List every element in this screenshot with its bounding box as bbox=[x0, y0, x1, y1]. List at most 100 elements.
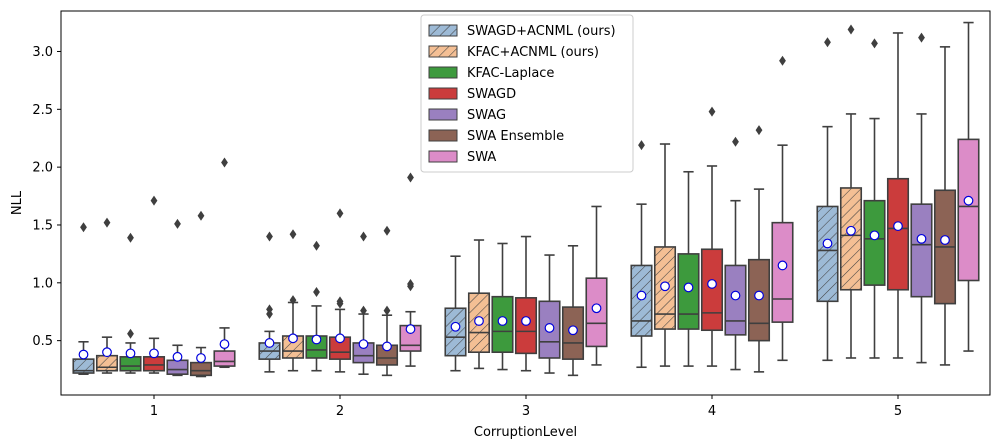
mean-marker bbox=[683, 282, 694, 293]
mean-marker bbox=[219, 339, 230, 350]
legend-label: KFAC-Laplace bbox=[467, 66, 554, 81]
legend-item: SWAGD+ACNML (ours) bbox=[428, 24, 616, 39]
outlier-point bbox=[847, 24, 855, 35]
outlier-point bbox=[266, 231, 273, 242]
outlier-point bbox=[779, 55, 786, 66]
legend-label: SWA Ensemble bbox=[467, 129, 564, 144]
outlier-point bbox=[174, 218, 181, 229]
box-swag-level-2 bbox=[352, 231, 375, 375]
box-kfac-laplace-level-5 bbox=[863, 38, 886, 359]
mean-marker bbox=[474, 316, 484, 326]
box-swa-level-4 bbox=[771, 55, 794, 362]
iqr-hatch bbox=[73, 359, 94, 374]
legend-swatch bbox=[428, 66, 458, 79]
outlier-point bbox=[360, 231, 367, 242]
box-swa-level-2 bbox=[399, 172, 422, 367]
legend: SWAGD+ACNML (ours) KFAC+ACNML (ours) KFAC-… bbox=[420, 14, 634, 173]
mean-marker bbox=[405, 324, 416, 334]
legend-swatch-hatch bbox=[429, 25, 457, 36]
legend-item: KFAC-Laplace bbox=[428, 66, 554, 81]
box-swag-level-5 bbox=[910, 32, 933, 364]
mean-marker bbox=[869, 230, 880, 241]
iqr-hatch bbox=[817, 206, 838, 302]
mean-marker bbox=[916, 233, 927, 244]
legend-item: SWA Ensemble bbox=[428, 129, 564, 144]
mean-marker bbox=[382, 341, 392, 352]
y-tick-label: 3.0 bbox=[32, 45, 53, 60]
x-tick-label: 1 bbox=[150, 404, 158, 419]
outlier-point bbox=[824, 37, 831, 48]
outlier-point bbox=[150, 195, 158, 206]
x-tick-label: 5 bbox=[894, 404, 902, 419]
iqr-box bbox=[957, 138, 980, 282]
mean-marker bbox=[78, 349, 89, 360]
box-swagd-level-4 bbox=[700, 106, 724, 367]
y-axis-label: NLL bbox=[10, 190, 25, 215]
iqr-box bbox=[166, 359, 189, 375]
outlier-point bbox=[289, 229, 297, 240]
legend-label: SWAGD+ACNML (ours) bbox=[467, 24, 616, 39]
outlier-point bbox=[708, 106, 716, 117]
iqr-box bbox=[886, 177, 910, 291]
mean-marker bbox=[777, 260, 788, 271]
mean-marker bbox=[591, 303, 602, 314]
iqr-box bbox=[189, 361, 213, 377]
mean-marker bbox=[497, 316, 508, 326]
legend-label: SWA bbox=[467, 150, 496, 165]
box-group-3 bbox=[444, 205, 608, 377]
iqr-hatch bbox=[96, 355, 118, 371]
box-swagd-acnml-ours--level-5 bbox=[816, 37, 839, 362]
legend-label: KFAC+ACNML (ours) bbox=[467, 45, 599, 60]
box-swa-ensemble-level-2 bbox=[375, 225, 399, 377]
box-group-5 bbox=[816, 21, 980, 366]
mean-marker bbox=[963, 195, 974, 206]
box-swa-level-5 bbox=[957, 21, 980, 352]
outlier-point bbox=[197, 210, 205, 221]
outlier-point bbox=[336, 296, 344, 307]
box-kfac-acnml-ours--level-5 bbox=[839, 24, 863, 359]
mean-marker bbox=[568, 325, 578, 336]
box-swa-ensemble-level-1 bbox=[189, 210, 213, 378]
legend-label: SWAG bbox=[467, 108, 506, 123]
outlier-point bbox=[266, 304, 273, 315]
outlier-point bbox=[221, 157, 228, 168]
x-tick-label: 4 bbox=[708, 404, 716, 419]
iqr-box bbox=[142, 356, 166, 372]
box-kfac-laplace-level-2 bbox=[305, 240, 328, 372]
legend-swatch bbox=[428, 108, 458, 121]
y-tick-label: 0.5 bbox=[32, 334, 53, 349]
mean-marker bbox=[450, 321, 461, 332]
mean-marker bbox=[102, 347, 112, 358]
legend-swatch bbox=[428, 87, 458, 100]
mean-marker bbox=[707, 279, 717, 289]
x-tick-label: 2 bbox=[336, 404, 344, 419]
mean-marker bbox=[660, 281, 670, 292]
legend-item: KFAC+ACNML (ours) bbox=[428, 45, 599, 60]
y-tick-label: 1.0 bbox=[32, 276, 53, 291]
box-swagd-acnml-ours--level-3 bbox=[444, 255, 467, 372]
outlier-point bbox=[313, 287, 320, 298]
mean-marker bbox=[196, 353, 206, 363]
legend-box bbox=[420, 14, 634, 173]
x-axis-label: CorruptionLevel bbox=[474, 425, 577, 440]
y-tick-label: 2.0 bbox=[32, 161, 53, 176]
outlier-point bbox=[407, 172, 414, 183]
iqr-hatch bbox=[840, 187, 862, 290]
axes: 0.5 1.0 1.5 2.0 2.5 3.0 1 2 3 4 5 bbox=[32, 10, 991, 419]
legend-label: SWAGD bbox=[467, 87, 516, 102]
box-group-4 bbox=[630, 55, 794, 373]
outlier-point bbox=[127, 328, 134, 339]
box-swa-ensemble-level-4 bbox=[747, 125, 771, 373]
iqr-box bbox=[863, 199, 886, 286]
box-swagd-level-5 bbox=[886, 32, 910, 359]
box-group-1 bbox=[72, 157, 236, 378]
box-swa-level-1 bbox=[213, 157, 236, 369]
iqr-box bbox=[910, 203, 933, 298]
mean-marker bbox=[335, 333, 345, 344]
iqr-hatch bbox=[631, 265, 652, 337]
legend-item: SWAG bbox=[428, 108, 506, 123]
outlier-point bbox=[383, 305, 391, 316]
mean-marker bbox=[358, 339, 369, 350]
box-swagd-level-1 bbox=[142, 195, 166, 374]
